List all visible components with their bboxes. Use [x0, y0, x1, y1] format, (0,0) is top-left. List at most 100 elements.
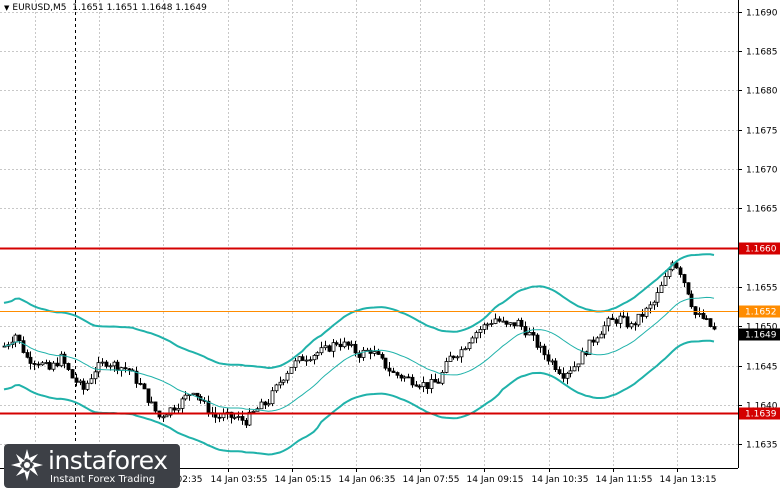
candle-body — [36, 363, 41, 366]
candle-body — [149, 401, 154, 404]
candle-body — [229, 411, 234, 418]
y-tick-label: 1.1675 — [746, 127, 778, 137]
y-tick-label: 1.1645 — [746, 363, 778, 373]
y-tick-label: 1.1655 — [746, 284, 778, 294]
candle-body — [580, 351, 585, 365]
candle-body — [338, 343, 343, 348]
candle-body — [240, 416, 245, 421]
x-tick-label: 14 Jan 11:55 — [596, 475, 653, 485]
x-tick-label: 14 Jan 10:35 — [532, 475, 589, 485]
candle-body — [625, 316, 630, 328]
candle-body — [168, 407, 173, 416]
candle-body — [176, 408, 181, 411]
candle-body — [455, 356, 460, 359]
level-tag-label-current: 1.1652 — [745, 308, 777, 318]
symbol-name: EURUSD,M5 — [12, 3, 67, 13]
x-tick-label: 14 Jan 09:15 — [467, 475, 524, 485]
candle-body — [353, 343, 358, 354]
candle-body — [266, 403, 271, 406]
candle-body — [535, 334, 540, 348]
candle-body — [429, 379, 434, 389]
y-tick-label: 1.1635 — [746, 441, 778, 451]
candle-body — [21, 340, 26, 353]
candle-body — [644, 307, 649, 317]
candle-body — [300, 356, 305, 361]
candle-body — [402, 376, 407, 379]
candle-body — [297, 356, 302, 362]
candle-body — [508, 322, 513, 325]
candle-body — [221, 413, 226, 419]
candle-body — [421, 382, 426, 388]
candle-body — [62, 353, 67, 364]
brand-name: instaforex — [48, 446, 168, 475]
candle-body — [123, 367, 128, 370]
candle-body — [640, 313, 645, 317]
candle-body — [161, 416, 166, 419]
candle-body — [361, 349, 366, 358]
candle-body — [289, 366, 294, 374]
candle-body — [55, 362, 60, 367]
candle-body — [315, 352, 320, 356]
candle-body — [112, 361, 117, 367]
candle-body — [278, 381, 283, 386]
candle-body — [448, 355, 453, 362]
candle-body — [467, 342, 472, 350]
candle-body — [501, 320, 506, 323]
candle-body — [610, 317, 615, 321]
candle-body — [146, 388, 151, 403]
candle-body — [568, 370, 573, 374]
candle-body — [100, 361, 105, 364]
candle-body — [693, 306, 698, 315]
y-tick-label: 1.1670 — [746, 166, 778, 176]
candle-body — [591, 339, 596, 343]
candle-body — [489, 323, 494, 325]
candle-body — [81, 380, 86, 390]
candle-body — [32, 363, 37, 365]
candle-body — [712, 326, 717, 330]
candle-body — [546, 354, 551, 362]
candle-body — [561, 373, 566, 379]
instaforex-logo-icon — [11, 449, 43, 481]
candle-body — [134, 370, 139, 384]
candle-body — [655, 292, 660, 303]
candle-body — [444, 361, 449, 373]
candle-body — [459, 349, 464, 358]
candle-body — [557, 369, 562, 374]
candle-body — [636, 313, 641, 326]
candle-body — [334, 342, 339, 345]
candle-body — [183, 394, 188, 400]
candle-body — [372, 351, 377, 354]
candle-body — [618, 315, 623, 324]
candle-body — [633, 323, 638, 326]
x-tick-label: 14 Jan 07:55 — [403, 475, 460, 485]
candle-body — [304, 359, 309, 362]
candle-body — [433, 379, 438, 383]
candle-body — [414, 384, 419, 387]
candle-body — [474, 332, 479, 339]
candle-body — [399, 374, 404, 379]
candle-body — [17, 334, 22, 342]
candle-body — [312, 355, 317, 361]
candle-body — [195, 392, 200, 397]
ohlc-values: 1.1651 1.1651 1.1648 1.1649 — [72, 3, 207, 13]
candle-body — [40, 362, 45, 366]
candle-body — [410, 376, 415, 386]
candle-body — [512, 322, 517, 327]
candle-body — [104, 361, 109, 367]
candle-body — [523, 326, 528, 336]
candle-body — [244, 419, 249, 426]
candle-body — [236, 416, 241, 418]
candle-body — [383, 357, 388, 369]
candle-body — [395, 372, 400, 376]
x-tick-label: 14 Jan 05:15 — [275, 475, 332, 485]
candle-body — [686, 282, 691, 295]
brand-watermark: instaforex Instant Forex Trading — [4, 444, 180, 488]
candle-body — [542, 345, 547, 356]
candle-body — [482, 324, 487, 330]
candle-body — [531, 331, 536, 336]
candle-body — [270, 390, 275, 405]
candle-body — [697, 312, 702, 315]
candle-body — [406, 376, 411, 379]
